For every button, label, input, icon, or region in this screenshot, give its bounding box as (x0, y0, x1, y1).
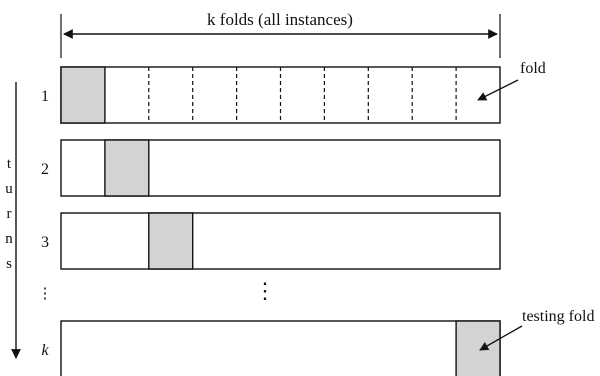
middle-ellipsis: ⋮ (254, 278, 276, 303)
testing-fold-segment (104, 139, 150, 197)
rows-layer: 1 2 3 k (41, 66, 501, 376)
turns-letter: s (6, 256, 12, 272)
fold-callout: fold (477, 60, 546, 101)
turn-label: k (41, 342, 49, 359)
span-arrow: k folds (all instances) (60, 10, 501, 58)
fold-row-box (60, 320, 501, 376)
span-label: k folds (all instances) (207, 10, 353, 29)
testing-fold-callout: testing fold (479, 308, 594, 351)
fold-row: 2 (41, 139, 501, 197)
testing-fold-segment (148, 212, 194, 270)
fold-callout-arrow (477, 79, 519, 101)
testing-fold-callout-arrow (479, 325, 523, 351)
fold-row: 3 (41, 212, 501, 270)
turns-letter: t (7, 156, 12, 172)
turns-letter: n (5, 231, 13, 247)
fold-row-box (60, 212, 501, 270)
turns-axis: t u r n s (5, 82, 21, 359)
fold-row: 1 (41, 66, 501, 124)
turn-label: 3 (41, 234, 49, 251)
turn-label: 2 (41, 161, 49, 178)
row-ellipsis: ⋮ (38, 286, 53, 302)
testing-fold-callout-label: testing fold (522, 308, 594, 325)
turns-letter: r (7, 206, 12, 222)
turns-letter: u (5, 181, 13, 197)
turn-label: 1 (41, 88, 49, 105)
fold-callout-label: fold (520, 60, 546, 77)
testing-fold-segment (60, 66, 106, 124)
testing-fold-segment (455, 320, 501, 376)
fold-row: k (41, 320, 501, 376)
